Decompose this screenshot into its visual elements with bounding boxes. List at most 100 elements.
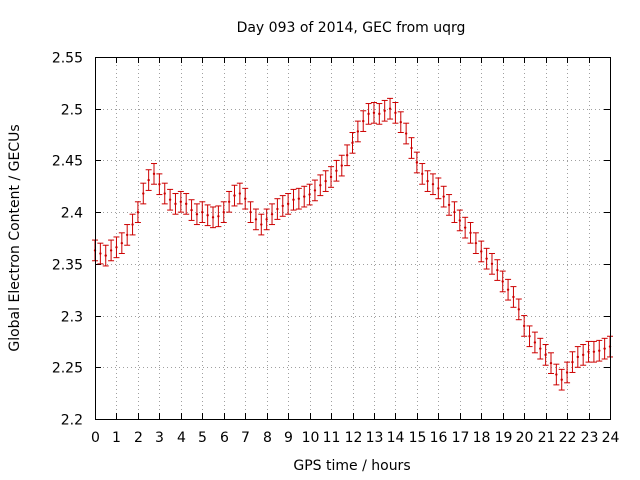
data-marker <box>592 350 596 353</box>
gec-series <box>92 97 613 391</box>
data-point <box>183 193 190 215</box>
x-tick-label: 12 <box>345 430 363 446</box>
data-marker <box>147 178 150 182</box>
data-point <box>408 137 415 159</box>
x-tick-label: 8 <box>263 430 272 446</box>
data-marker <box>233 194 236 197</box>
data-point <box>161 182 168 205</box>
x-tick-label: 24 <box>602 430 620 446</box>
data-marker <box>303 195 306 198</box>
data-point <box>542 344 549 366</box>
data-marker <box>549 361 553 365</box>
data-point <box>547 352 554 374</box>
data-point <box>531 331 538 354</box>
data-marker <box>99 252 102 255</box>
x-tick-label: 13 <box>366 430 384 446</box>
data-point <box>344 144 351 167</box>
data-point <box>569 351 576 373</box>
data-marker <box>453 210 456 214</box>
data-point <box>515 298 522 321</box>
data-marker <box>394 111 397 115</box>
data-point <box>467 221 474 244</box>
data-point <box>290 188 297 211</box>
data-marker <box>265 218 268 221</box>
data-point <box>97 242 104 265</box>
data-point <box>387 97 394 120</box>
data-point <box>392 102 399 124</box>
data-point <box>365 103 372 125</box>
data-point <box>376 103 383 125</box>
data-marker <box>474 241 478 245</box>
data-point <box>113 236 120 259</box>
x-tick-label: 17 <box>452 430 470 446</box>
data-marker <box>431 183 435 186</box>
data-point <box>124 224 131 246</box>
data-marker <box>517 308 521 311</box>
x-tick-label: 2 <box>134 430 143 446</box>
data-point <box>134 201 141 223</box>
data-marker <box>458 219 461 222</box>
data-marker <box>152 172 156 176</box>
data-point <box>403 122 410 145</box>
data-marker <box>184 202 188 206</box>
data-marker <box>104 254 107 257</box>
x-tick-label: 16 <box>430 430 448 446</box>
data-marker <box>587 350 590 353</box>
data-marker <box>340 164 343 167</box>
data-marker <box>244 197 247 200</box>
data-marker <box>211 216 215 219</box>
data-marker <box>292 198 295 201</box>
data-marker <box>227 200 231 203</box>
data-point <box>285 193 292 215</box>
data-point <box>328 166 335 188</box>
data-marker <box>313 189 317 192</box>
data-marker <box>276 207 279 211</box>
data-marker <box>195 213 199 216</box>
data-point <box>140 182 147 205</box>
y-tick-label: 2.35 <box>52 258 83 274</box>
data-point <box>585 340 592 363</box>
y-tick-label: 2.3 <box>61 310 83 326</box>
data-marker <box>571 360 574 364</box>
data-point <box>274 198 281 220</box>
data-marker <box>109 249 113 252</box>
data-marker <box>555 373 558 376</box>
data-marker <box>485 257 488 260</box>
x-tick-label: 20 <box>516 430 534 446</box>
data-marker <box>469 231 472 235</box>
data-marker <box>372 111 376 115</box>
data-point <box>397 111 404 134</box>
data-point <box>590 340 597 363</box>
data-marker <box>319 184 322 187</box>
data-point <box>499 270 506 293</box>
data-marker <box>603 347 606 350</box>
data-marker <box>442 195 445 198</box>
data-marker <box>260 223 263 226</box>
x-tick-label: 11 <box>323 430 341 446</box>
data-point <box>462 216 469 239</box>
y-tick-label: 2.2 <box>61 413 83 429</box>
data-point <box>220 201 227 223</box>
y-tick-label: 2.45 <box>52 154 83 170</box>
data-point <box>333 159 340 182</box>
data-marker <box>254 218 258 221</box>
data-marker <box>351 141 354 145</box>
data-marker <box>136 210 140 214</box>
data-marker <box>222 210 225 214</box>
data-point <box>440 185 447 208</box>
data-marker <box>324 179 327 183</box>
data-marker <box>142 192 145 195</box>
x-axis-label: GPS time / hours <box>293 458 410 474</box>
data-point <box>419 163 426 185</box>
x-axis-ticks: 0 1 2 3 4 5 6 7 8 9 10 11 12 13 14 15 16 17 18 19 20 21 22 23 24 <box>91 57 619 446</box>
data-point <box>601 337 608 360</box>
data-marker <box>190 208 193 212</box>
y-axis-label: Global Electron Content / GECUs <box>7 124 23 351</box>
data-point <box>456 209 463 232</box>
chart-title: Day 093 of 2014, GEC from uqrg <box>237 20 466 36</box>
data-point <box>129 213 136 236</box>
plot-frame <box>95 57 611 420</box>
data-point <box>553 363 560 386</box>
data-point <box>252 208 259 231</box>
data-point <box>199 201 206 223</box>
